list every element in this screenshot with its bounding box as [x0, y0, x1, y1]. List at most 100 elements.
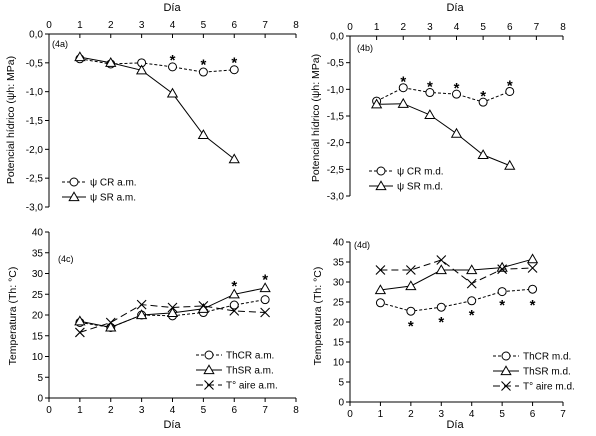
- y-tick-label: 0,0: [29, 30, 43, 41]
- y-tick-label: 5: [338, 378, 344, 389]
- x-tick-label: 1: [374, 22, 380, 33]
- x-tick-label: 0: [46, 20, 52, 31]
- data-point-cross: [167, 302, 178, 313]
- data-point-triangle: [135, 64, 148, 75]
- x-tick-label: 8: [293, 405, 299, 416]
- panel-4a: 0,0 -0,5 -1,0 -1,5 -2,0 -2,5 -3,0 0 1 2 3 4 5 6 7 8 * * * ψ…: [5, 2, 299, 214]
- legend-label: ψ SR a.m.: [90, 193, 136, 204]
- legend-label: ThSR m.d.: [523, 367, 571, 378]
- significance-asterisk: *: [499, 297, 505, 314]
- legend-circle-marker: [204, 350, 214, 360]
- y-tick-label: 30: [333, 278, 345, 289]
- significance-asterisk: *: [507, 77, 513, 94]
- data-point-circle: [497, 287, 507, 297]
- data-point-circle: [168, 62, 177, 72]
- data-point-circle: [528, 284, 538, 294]
- panel-4c-label: (4c): [58, 254, 74, 264]
- panel-4c-legend: ThCR a.m. ThSR a.m. T° aire a.m.: [196, 350, 278, 392]
- x-tick-label: 0: [347, 22, 353, 33]
- legend-label: ThCR a.m.: [226, 351, 274, 362]
- data-point-triangle: [435, 264, 447, 275]
- series-line-4b-0: [376, 87, 510, 103]
- data-point-triangle: [135, 309, 148, 320]
- panel-4a-label: (4a): [52, 39, 68, 49]
- y-tick-label: -0,5: [327, 58, 345, 69]
- series-line-4b-1: [376, 103, 510, 167]
- x-tick-label: 3: [427, 22, 433, 33]
- legend-label: T° aire m.d.: [523, 382, 575, 393]
- series-line-4d-0: [380, 288, 533, 312]
- legend-triangle-marker: [203, 364, 215, 375]
- data-point-triangle: [74, 315, 86, 326]
- x-tick-label: 7: [262, 20, 268, 31]
- panel-4a-ylabel: Potencial hídrico (ψh: MPa): [5, 56, 17, 184]
- y-tick-label: -1,5: [327, 112, 345, 123]
- panel-4a-xlabel: Día: [163, 2, 181, 14]
- y-tick-label: 30: [32, 269, 44, 280]
- x-tick-label: 3: [439, 409, 445, 420]
- x-tick-label: 6: [530, 409, 536, 420]
- data-point-triangle: [477, 149, 489, 160]
- panel-4d-ylabel: Temperatura (Th: °C): [312, 267, 324, 366]
- y-tick-label: 0: [338, 398, 344, 409]
- x-tick-label: 8: [560, 22, 566, 33]
- significance-asterisk: *: [408, 318, 414, 335]
- significance-asterisk: *: [427, 79, 433, 96]
- x-tick-label: 5: [499, 409, 505, 420]
- panel-4a-legend: ψ CR a.m. ψ SR a.m.: [62, 177, 137, 204]
- x-tick-label: 4: [170, 405, 176, 416]
- data-point-triangle: [405, 280, 417, 291]
- x-tick-label: 6: [231, 20, 237, 31]
- data-point-triangle: [526, 253, 539, 264]
- data-point-circle: [375, 298, 385, 308]
- panel-4d-xlabel: Día: [446, 419, 464, 431]
- data-point-cross: [198, 300, 209, 311]
- data-point-circle: [229, 65, 239, 75]
- panel-4c-ylabel: Temperatura (Th: °C): [7, 267, 19, 366]
- y-tick-label: 25: [32, 290, 44, 301]
- significance-asterisk: *: [262, 272, 268, 289]
- x-tick-label: 1: [77, 20, 83, 31]
- x-tick-label: 7: [560, 409, 566, 420]
- y-tick-label: 20: [333, 318, 345, 329]
- data-point-circle: [398, 83, 408, 93]
- panel-4c-plot: 0 5 10 15 20 25 30 35 40 0 1 2 3 4 5 6 7 8 * * ThCR a.m. ThSR…: [32, 228, 299, 417]
- data-point-cross: [105, 317, 116, 328]
- series-line-4a-0: [79, 58, 235, 73]
- y-tick-label: 25: [333, 298, 345, 309]
- data-point-circle: [452, 89, 461, 99]
- y-tick-label: -2,5: [26, 174, 44, 185]
- legend-circle-marker: [501, 351, 511, 361]
- panel-4b-legend: ψ CR m.d. ψ SR m.d.: [369, 166, 444, 193]
- y-tick-label: 35: [333, 258, 345, 269]
- data-point-triangle: [374, 284, 387, 295]
- x-tick-label: 0: [46, 405, 52, 416]
- panel-4a-plot: 0,0 -0,5 -1,0 -1,5 -2,0 -2,5 -3,0 0 1 2 3 4 5 6 7 8 * * * ψ…: [26, 20, 299, 214]
- x-tick-label: 1: [77, 405, 83, 416]
- x-tick-label: 2: [400, 22, 406, 33]
- legend-cross-marker: [501, 381, 511, 391]
- y-tick-label: -2,0: [327, 138, 345, 149]
- data-point-triangle: [424, 109, 436, 120]
- data-point-triangle: [166, 307, 179, 318]
- x-tick-label: 5: [201, 405, 207, 416]
- y-tick-label: 0: [37, 394, 43, 405]
- x-tick-label: 4: [170, 20, 176, 31]
- legend-label: ThSR a.m.: [226, 366, 274, 377]
- legend-triangle-marker: [68, 191, 80, 202]
- data-point-triangle: [228, 153, 240, 164]
- y-tick-label: 10: [32, 352, 44, 363]
- legend-label: ψ CR a.m.: [90, 178, 137, 189]
- x-tick-label: 1: [378, 409, 384, 420]
- data-point-cross: [74, 327, 85, 338]
- significance-asterisk: *: [400, 74, 406, 91]
- x-tick-label: 6: [231, 405, 237, 416]
- significance-asterisk: *: [530, 297, 536, 314]
- panel-4b: 0,0 -0,5 -1,0 -1,5 -2,0 -2,5 -3,0 0 1 2 3 4 5 6 7 8 * * * *…: [310, 2, 566, 203]
- data-point-cross: [436, 255, 447, 265]
- legend-triangle-marker: [500, 365, 512, 376]
- x-tick-label: 5: [480, 22, 486, 33]
- data-point-circle: [467, 296, 477, 306]
